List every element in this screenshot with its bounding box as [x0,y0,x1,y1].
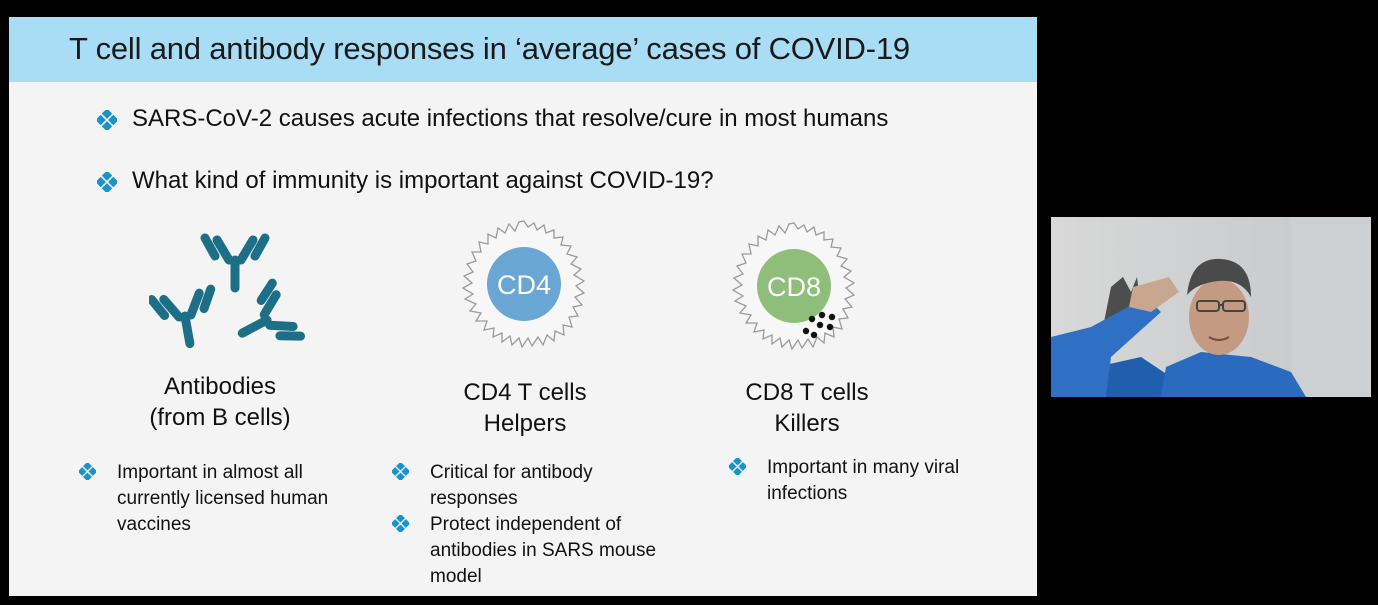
diamond-bullet-icon [392,463,409,480]
caption-line: (from B cells) [149,404,291,431]
presenter-video-frame [1051,217,1371,397]
presentation-slide: T cell and antibody responses in ‘averag… [9,17,1037,596]
antibodies-point-1: Important in almost all currently licens… [79,460,347,538]
cd4-t-cell-icon: CD4 [462,220,585,348]
caption-line: Helpers [483,410,567,437]
cd8-t-cell-icon: CD8 [732,222,855,350]
diamond-bullet-icon [79,463,96,480]
bullet-2-text: What kind of immunity is important again… [132,167,714,194]
bullet-1-text: SARS-CoV-2 causes acute infections that … [132,105,889,132]
cd4-point-1: Critical for antibody responses [392,460,635,512]
point-text: Important in many viral infections [767,457,960,504]
slide-title: T cell and antibody responses in ‘averag… [69,31,910,66]
diamond-bullet-icon [392,515,409,532]
caption-line: Antibodies [163,373,277,400]
cd4-point-2: Protect independent of antibodies in SAR… [392,512,705,590]
point-text: Important in almost all currently licens… [117,462,329,535]
point-text: Critical for antibody responses [430,462,593,509]
bullet-1: SARS-CoV-2 causes acute infections that … [97,105,888,133]
diamond-bullet-icon [729,458,746,475]
caption-line: CD4 T cells [463,379,587,406]
granules [802,311,836,339]
cd4-badge-label: CD4 [497,270,551,300]
caption-line: CD8 T cells [745,379,869,406]
cd4-caption: CD4 T cells Helpers [425,377,625,439]
cd8-caption: CD8 T cells Killers [707,377,907,439]
title-bar: T cell and antibody responses in ‘averag… [9,17,1037,82]
cd8-point-1: Important in many viral infections [729,455,1002,507]
caption-line: Killers [774,410,840,437]
antibody-icon [149,222,309,362]
point-text: Protect independent of antibodies in SAR… [430,514,657,587]
diamond-bullet-icon [97,171,117,192]
antibodies-caption: Antibodies (from B cells) [119,371,321,433]
webcam-video [1051,217,1371,397]
diamond-bullet-icon [97,109,117,130]
bullet-2: What kind of immunity is important again… [97,167,714,195]
cd8-badge-label: CD8 [767,272,821,302]
